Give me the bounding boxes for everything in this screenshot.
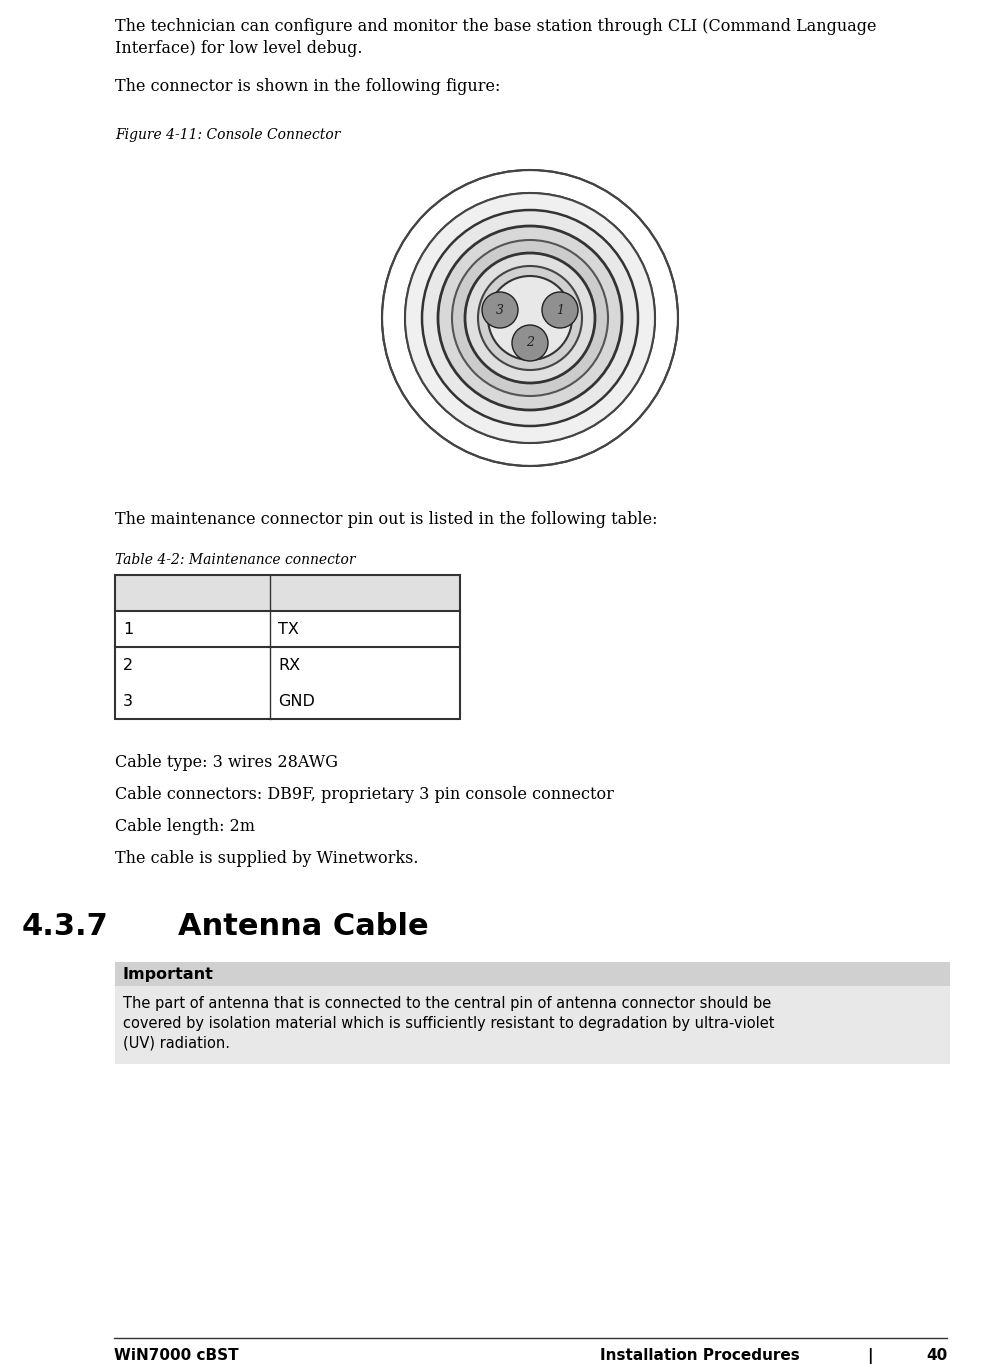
Text: The technician can configure and monitor the base station through CLI (Command L: The technician can configure and monitor… [115, 18, 877, 35]
Text: TX: TX [278, 622, 299, 637]
Text: The part of antenna that is connected to the central pin of antenna connector sh: The part of antenna that is connected to… [123, 996, 771, 1011]
Text: Antenna Cable: Antenna Cable [178, 913, 429, 941]
Text: 1: 1 [123, 622, 133, 637]
Ellipse shape [405, 192, 655, 443]
Ellipse shape [482, 292, 518, 327]
Text: Interface) for low level debug.: Interface) for low level debug. [115, 40, 362, 57]
Text: Cable type: 3 wires 28AWG: Cable type: 3 wires 28AWG [115, 754, 338, 771]
Text: Type: Type [278, 585, 319, 600]
Text: Figure 4-11: Console Connector: Figure 4-11: Console Connector [115, 128, 340, 142]
Text: Table 4-2: Maintenance connector: Table 4-2: Maintenance connector [115, 552, 355, 567]
Ellipse shape [422, 210, 638, 426]
Text: |: | [867, 1348, 873, 1364]
Text: The maintenance connector pin out is listed in the following table:: The maintenance connector pin out is lis… [115, 512, 658, 528]
Ellipse shape [478, 266, 582, 370]
Text: Important: Important [123, 967, 214, 982]
Text: 2: 2 [526, 337, 534, 349]
Ellipse shape [512, 325, 548, 361]
Bar [115, 962, 950, 986]
Text: The cable is supplied by Winetworks.: The cable is supplied by Winetworks. [115, 850, 419, 868]
Text: 3: 3 [496, 304, 504, 316]
Ellipse shape [382, 170, 678, 466]
Ellipse shape [438, 226, 622, 411]
Text: Installation Procedures: Installation Procedures [600, 1348, 800, 1363]
Text: 4.3.7: 4.3.7 [22, 913, 109, 941]
Ellipse shape [488, 276, 572, 360]
Text: Pin Number: Pin Number [123, 585, 229, 600]
Text: Cable length: 2m: Cable length: 2m [115, 818, 255, 835]
Ellipse shape [405, 192, 655, 443]
Text: RX: RX [278, 657, 301, 672]
Text: (UV) radiation.: (UV) radiation. [123, 1037, 230, 1052]
Text: 3: 3 [123, 693, 133, 708]
Ellipse shape [465, 252, 595, 383]
Text: 2: 2 [123, 657, 133, 672]
Text: The connector is shown in the following figure:: The connector is shown in the following … [115, 78, 500, 95]
Ellipse shape [452, 240, 608, 396]
Bar [115, 576, 460, 719]
Text: 40: 40 [927, 1348, 947, 1363]
Text: covered by isolation material which is sufficiently resistant to degradation by : covered by isolation material which is s… [123, 1016, 775, 1031]
Bar [115, 576, 460, 611]
Ellipse shape [542, 292, 578, 327]
Bar [115, 986, 950, 1064]
Text: WiN7000 cBST: WiN7000 cBST [114, 1348, 239, 1363]
Text: 1: 1 [556, 304, 564, 316]
Text: GND: GND [278, 693, 314, 708]
Text: Cable connectors: DB9F, proprietary 3 pin console connector: Cable connectors: DB9F, proprietary 3 pi… [115, 786, 614, 803]
